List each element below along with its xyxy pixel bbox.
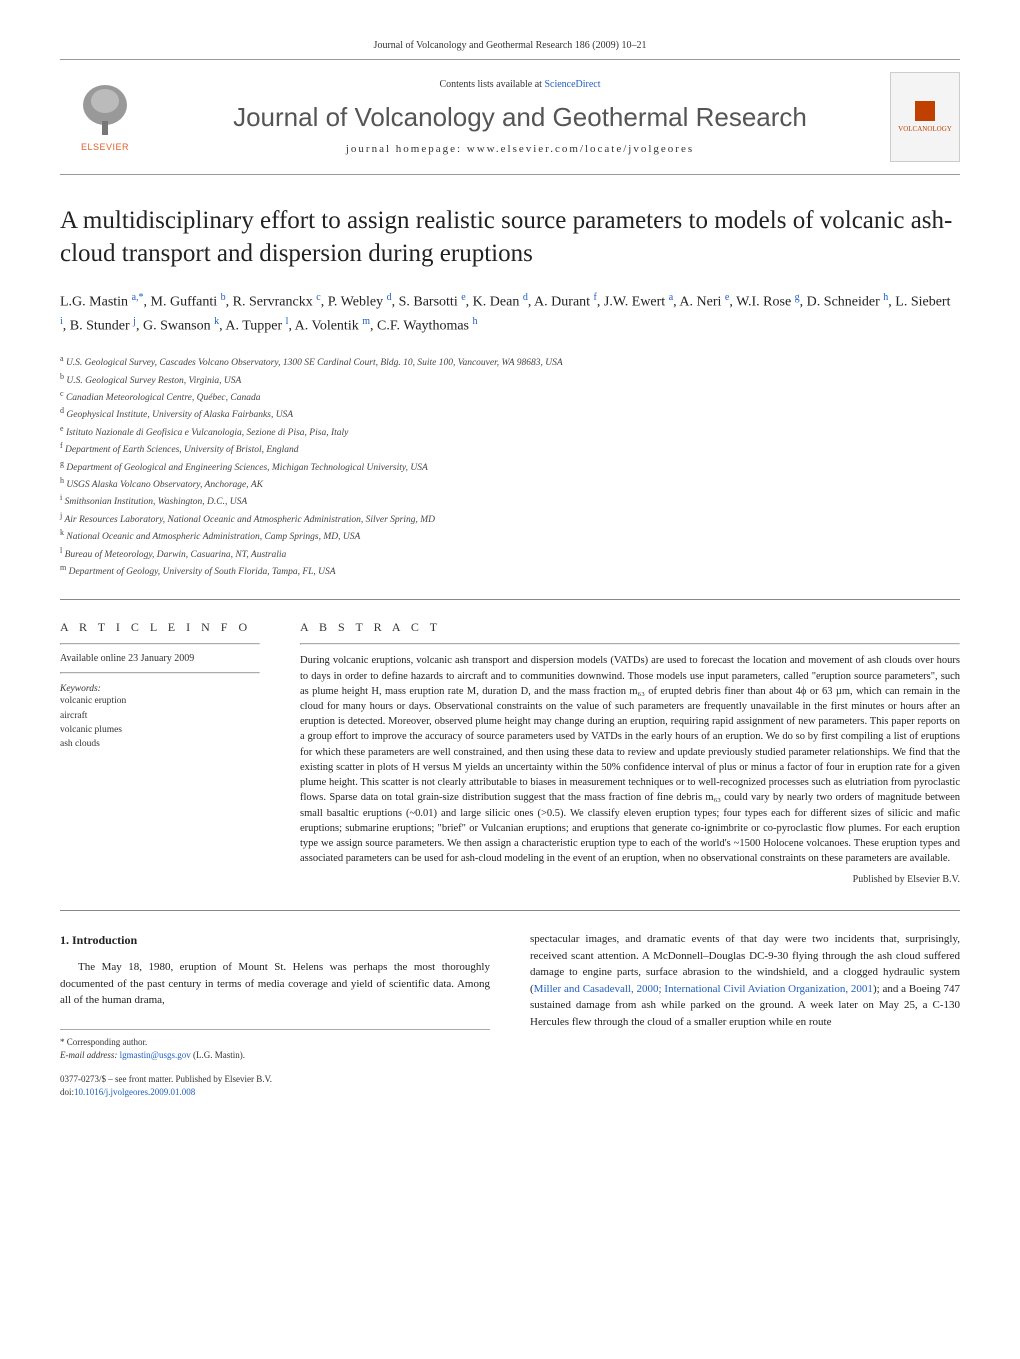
abstract-column: A B S T R A C T During volcanic eruption… [300,620,960,885]
affiliation-row: k National Oceanic and Atmospheric Admin… [60,527,960,544]
doi-prefix: doi: [60,1087,74,1097]
sciencedirect-link[interactable]: ScienceDirect [544,79,600,90]
affiliation-row: d Geophysical Institute, University of A… [60,405,960,422]
body-column-left: 1. Introduction The May 18, 1980, erupti… [60,931,490,1100]
abstract-heading: A B S T R A C T [300,620,960,635]
journal-banner: ELSEVIER Contents lists available at Sci… [60,59,960,175]
section-heading-introduction: 1. Introduction [60,931,490,949]
author-list: L.G. Mastin a,*, M. Guffanti b, R. Servr… [60,290,960,338]
elsevier-tree-icon [75,83,135,138]
info-divider [60,643,260,645]
affiliation-row: c Canadian Meteorological Centre, Québec… [60,388,960,405]
contents-prefix: Contents lists available at [439,79,544,90]
affiliations-list: a U.S. Geological Survey, Cascades Volca… [60,353,960,579]
copyright-block: 0377-0273/$ – see front matter. Publishe… [60,1073,490,1100]
journal-homepage: journal homepage: www.elsevier.com/locat… [170,143,870,155]
copyright-line: 0377-0273/$ – see front matter. Publishe… [60,1073,490,1087]
affiliation-row: g Department of Geological and Engineeri… [60,458,960,475]
article-info-heading: A R T I C L E I N F O [60,620,260,635]
corresponding-author-note: * Corresponding author. [60,1036,490,1050]
elsevier-label: ELSEVIER [81,142,129,152]
keyword-item: volcanic eruption [60,694,260,708]
divider [60,599,960,600]
affiliation-row: i Smithsonian Institution, Washington, D… [60,492,960,509]
keyword-item: ash clouds [60,737,260,751]
article-info-column: A R T I C L E I N F O Available online 2… [60,620,260,885]
abstract-divider [300,643,960,645]
info-divider [60,672,260,674]
intro-paragraph-continued: spectacular images, and dramatic events … [530,931,960,1030]
email-label: E-mail address: [60,1050,120,1060]
elsevier-logo: ELSEVIER [60,72,150,162]
section-divider [60,910,960,911]
affiliation-row: e Istituto Nazionale di Geofisica e Vulc… [60,423,960,440]
email-line: E-mail address: lgmastin@usgs.gov (L.G. … [60,1049,490,1063]
affiliation-row: m Department of Geology, University of S… [60,562,960,579]
footnote-block: * Corresponding author. E-mail address: … [60,1029,490,1063]
contents-available-line: Contents lists available at ScienceDirec… [170,79,870,90]
email-suffix: (L.G. Mastin). [191,1050,245,1060]
journal-cover-thumbnail: VOLCANOLOGY [890,72,960,162]
article-title: A multidisciplinary effort to assign rea… [60,205,960,270]
affiliation-row: l Bureau of Meteorology, Darwin, Casuari… [60,545,960,562]
affiliation-row: b U.S. Geological Survey Reston, Virgini… [60,371,960,388]
affiliation-row: h USGS Alaska Volcano Observatory, Ancho… [60,475,960,492]
author-email-link[interactable]: lgmastin@usgs.gov [120,1050,191,1060]
cover-label: VOLCANOLOGY [898,125,952,133]
doi-line: doi:10.1016/j.jvolgeores.2009.01.008 [60,1086,490,1100]
body-column-right: spectacular images, and dramatic events … [530,931,960,1100]
intro-paragraph: The May 18, 1980, eruption of Mount St. … [60,959,490,1009]
published-by: Published by Elsevier B.V. [300,874,960,885]
keywords-label: Keywords: [60,684,260,694]
running-header: Journal of Volcanology and Geothermal Re… [60,40,960,51]
keywords-list: volcanic eruptionaircraftvolcanic plumes… [60,694,260,751]
doi-link[interactable]: 10.1016/j.jvolgeores.2009.01.008 [74,1087,195,1097]
keyword-item: volcanic plumes [60,723,260,737]
affiliation-row: j Air Resources Laboratory, National Oce… [60,510,960,527]
affiliation-row: f Department of Earth Sciences, Universi… [60,440,960,457]
cover-icon [915,101,935,121]
available-online: Available online 23 January 2009 [60,653,260,664]
journal-name: Journal of Volcanology and Geothermal Re… [170,102,870,133]
citation-link[interactable]: Miller and Casadevall, 2000; Internation… [534,983,873,995]
keyword-item: aircraft [60,709,260,723]
abstract-text: During volcanic eruptions, volcanic ash … [300,653,960,866]
affiliation-row: a U.S. Geological Survey, Cascades Volca… [60,353,960,370]
